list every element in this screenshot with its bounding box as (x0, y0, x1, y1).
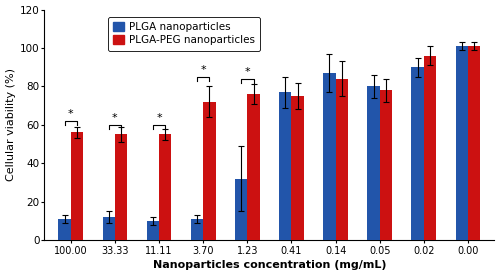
X-axis label: Nanoparticles concentration (mg/mL): Nanoparticles concentration (mg/mL) (152, 261, 386, 270)
Text: *: * (156, 113, 162, 123)
Bar (468, 46, 480, 240)
Bar (380, 90, 392, 240)
Bar (159, 134, 172, 240)
Legend: PLGA nanoparticles, PLGA-PEG nanoparticles: PLGA nanoparticles, PLGA-PEG nanoparticl… (108, 17, 260, 51)
Bar (115, 134, 128, 240)
Bar (146, 221, 159, 240)
Bar (203, 102, 215, 240)
Bar (412, 67, 424, 240)
Bar (292, 96, 304, 240)
Text: *: * (244, 67, 250, 77)
Bar (71, 132, 83, 240)
Text: *: * (200, 65, 206, 75)
Text: *: * (112, 113, 118, 123)
Bar (58, 219, 71, 240)
Bar (248, 94, 260, 240)
Y-axis label: Cellular viability (%): Cellular viability (%) (6, 68, 16, 181)
Bar (368, 86, 380, 240)
Bar (456, 46, 468, 240)
Text: *: * (68, 109, 73, 120)
Bar (323, 73, 336, 240)
Bar (336, 79, 348, 240)
Bar (424, 56, 436, 240)
Bar (102, 217, 115, 240)
Bar (235, 179, 248, 240)
Bar (279, 92, 291, 240)
Bar (191, 219, 203, 240)
